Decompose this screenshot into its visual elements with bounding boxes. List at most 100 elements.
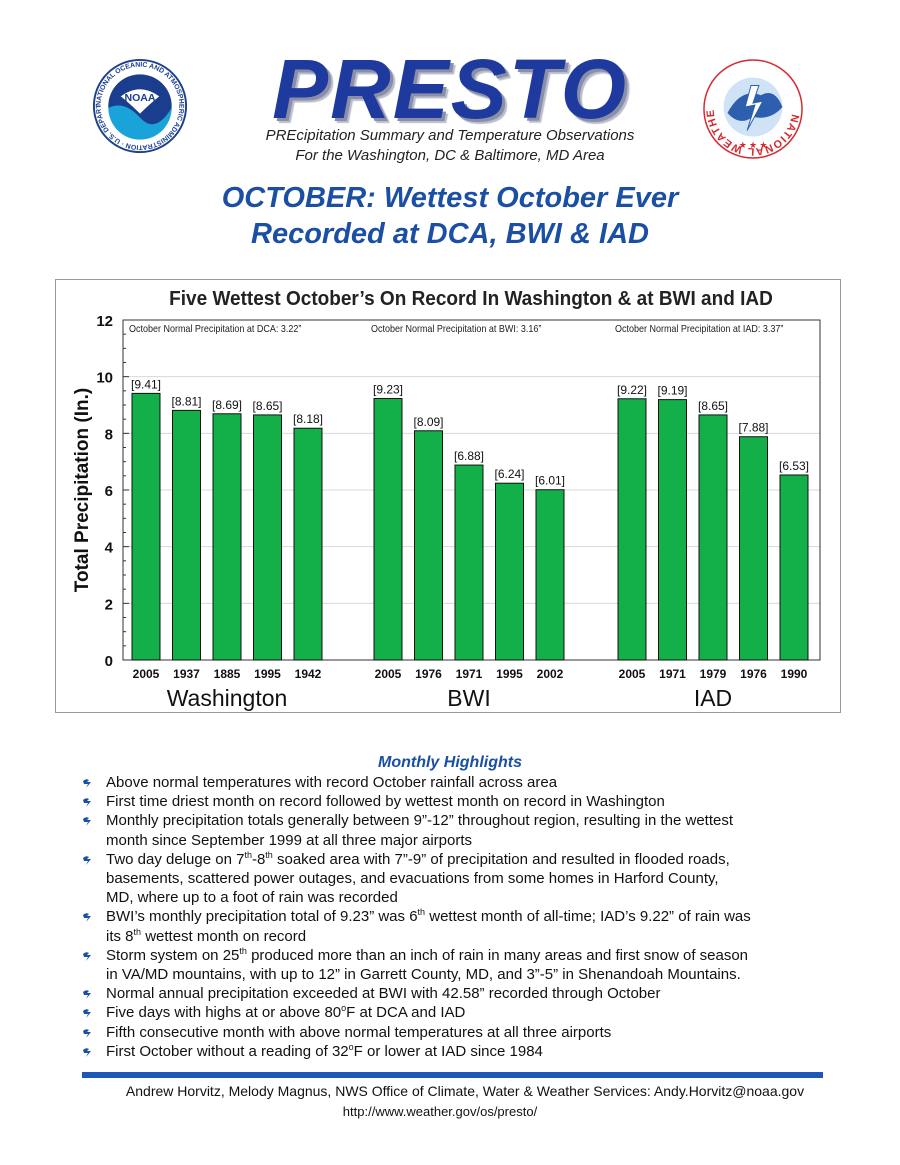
weather-bullet-icon: [83, 952, 91, 961]
data-label: [9.19]: [657, 384, 687, 398]
footer-url[interactable]: http://www.weather.gov/os/presto/: [342, 1104, 538, 1119]
y-tick-label: 4: [105, 540, 114, 557]
y-tick-label: 12: [96, 313, 113, 330]
data-label: [7.88]: [738, 421, 768, 435]
bar: [495, 482, 524, 661]
highlight-text: BWI’s monthly precipitation total of 9.2…: [106, 907, 751, 926]
weather-bullet-icon: [83, 856, 91, 865]
highlight-item: Above normal temperatures with record Oc…: [80, 773, 820, 792]
highlight-item: Fifth consecutive month with above norma…: [80, 1023, 820, 1042]
data-label: [8.65]: [252, 399, 282, 413]
x-tick-label: 1885: [214, 667, 241, 681]
data-label: [8.69]: [212, 398, 242, 412]
highlight-item: BWI’s monthly precipitation total of 9.2…: [80, 907, 820, 945]
highlight-text: month since September 1999 at all three …: [106, 831, 473, 849]
highlight-item: Storm system on 25th produced more than …: [80, 946, 820, 984]
y-tick-label: 10: [96, 370, 113, 387]
x-tick-label: 1976: [415, 667, 442, 681]
footer-credits: Andrew Horvitz, Melody Magnus, NWS Offic…: [125, 1083, 805, 1099]
highlight-item: Two day deluge on 7th-8th soaked area wi…: [80, 850, 820, 908]
weather-bullet-icon: [83, 990, 91, 1000]
bar: [779, 474, 809, 661]
bar: [739, 436, 768, 661]
highlight-item: Five days with highs at or above 80oF at…: [80, 1003, 820, 1022]
x-tick-label: 2005: [375, 667, 402, 681]
data-label: [8.09]: [413, 415, 443, 429]
highlights-list: Above normal temperatures with record Oc…: [80, 773, 820, 1061]
footer-rule: [82, 1072, 823, 1078]
data-label: [8.81]: [171, 394, 201, 408]
highlight-text: Storm system on 25th produced more than …: [106, 945, 749, 964]
x-tick-label: 1942: [295, 667, 322, 681]
highlight-text: Above normal temperatures with record Oc…: [106, 774, 558, 791]
data-label: [9.23]: [373, 382, 403, 396]
highlight-item: First October without a reading of 32oF …: [80, 1042, 820, 1061]
highlight-item: Normal annual precipitation exceeded at …: [80, 984, 820, 1003]
x-tick-label: 1971: [659, 667, 686, 681]
weather-bullet-icon: [83, 1028, 91, 1038]
highlight-item: Monthly precipitation totals generally b…: [80, 811, 820, 849]
x-tick-label: 1990: [781, 667, 808, 681]
data-label: [8.65]: [698, 399, 728, 413]
x-tick-label: 1979: [700, 667, 727, 681]
x-tick-label: 2002: [537, 667, 564, 681]
highlight-text: its 8th wettest month on record: [106, 926, 307, 945]
group-label-iad: IAD: [694, 685, 732, 711]
highlight-text: First October without a reading of 32oF …: [106, 1041, 543, 1060]
bar: [253, 414, 282, 661]
data-label: [8.18]: [293, 412, 323, 426]
bar: [293, 427, 323, 661]
data-label: [6.24]: [494, 467, 524, 481]
headline-line-2: Recorded at DCA, BWI & IAD: [251, 218, 649, 250]
x-tick-label: 1937: [173, 667, 200, 681]
group-label-washington: Washington: [167, 685, 288, 711]
bar: [373, 397, 403, 661]
bar: [172, 409, 201, 661]
x-tick-label: 2005: [619, 667, 646, 681]
highlight-text: Two day deluge on 7th-8th soaked area wi…: [106, 849, 730, 868]
data-label: [6.88]: [454, 449, 484, 463]
normal-note-iad: October Normal Precipitation at IAD: 3.3…: [615, 324, 783, 336]
y-tick-label: 6: [105, 483, 113, 500]
bar: [658, 399, 687, 661]
normal-note-bwi: October Normal Precipitation at BWI: 3.1…: [371, 324, 541, 336]
data-label: [6.53]: [779, 459, 809, 473]
headline-line-1: OCTOBER: Wettest October Ever: [221, 182, 679, 214]
x-tick-label: 1976: [740, 667, 767, 681]
bar: [535, 489, 565, 661]
noaa-logo: NATIONAL OCEANIC AND ATMOSPHERIC ADMINIS…: [92, 58, 188, 154]
data-label: [9.41]: [131, 377, 161, 391]
x-tick-label: 1971: [456, 667, 483, 681]
y-tick-label: 0: [105, 653, 113, 670]
x-tick-label: 1995: [254, 667, 281, 681]
data-label: [9.22]: [617, 383, 647, 397]
chart-frame: [55, 279, 841, 713]
presto-brand-title: PRESTO: [272, 42, 628, 136]
subtitle-line-1: PREcipitation Summary and Temperature Ob…: [265, 127, 635, 144]
highlight-text: Monthly precipitation totals generally b…: [106, 812, 734, 830]
highlight-text: in VA/MD mountains, with up to 12” in Ga…: [106, 966, 741, 984]
y-tick-label: 2: [105, 596, 113, 613]
highlights-title: Monthly Highlights: [378, 754, 522, 771]
highlight-text: basements, scattered power outages, and …: [106, 870, 719, 888]
weather-bullet-icon: [83, 817, 91, 827]
highlight-text: First time driest month on record follow…: [106, 793, 665, 811]
bar: [617, 398, 647, 661]
bar: [698, 414, 728, 661]
highlight-text: Normal annual precipitation exceeded at …: [106, 985, 661, 1003]
x-tick-label: 1995: [496, 667, 523, 681]
bar: [454, 464, 484, 661]
weather-bullet-icon: [83, 1048, 91, 1057]
weather-bullet-icon: [83, 913, 91, 923]
highlight-text: Fifth consecutive month with above norma…: [106, 1023, 612, 1041]
headline: OCTOBER: Wettest October Ever Recorded a…: [0, 180, 900, 252]
bar: [212, 413, 242, 661]
chart-title: Five Wettest October’s On Record In Wash…: [169, 288, 773, 311]
svg-text:NOAA: NOAA: [124, 92, 155, 104]
highlight-text: MD, where up to a foot of rain was recor…: [106, 889, 398, 907]
y-tick-label: 8: [105, 426, 113, 443]
svg-text:★ ★ ★: ★ ★ ★: [739, 140, 768, 150]
y-axis-label: Total Precipitation (In.): [72, 388, 93, 592]
normal-note-washington: October Normal Precipitation at DCA: 3.2…: [129, 324, 301, 336]
precipitation-bar-chart: Five Wettest October’s On Record In Wash…: [72, 288, 821, 711]
